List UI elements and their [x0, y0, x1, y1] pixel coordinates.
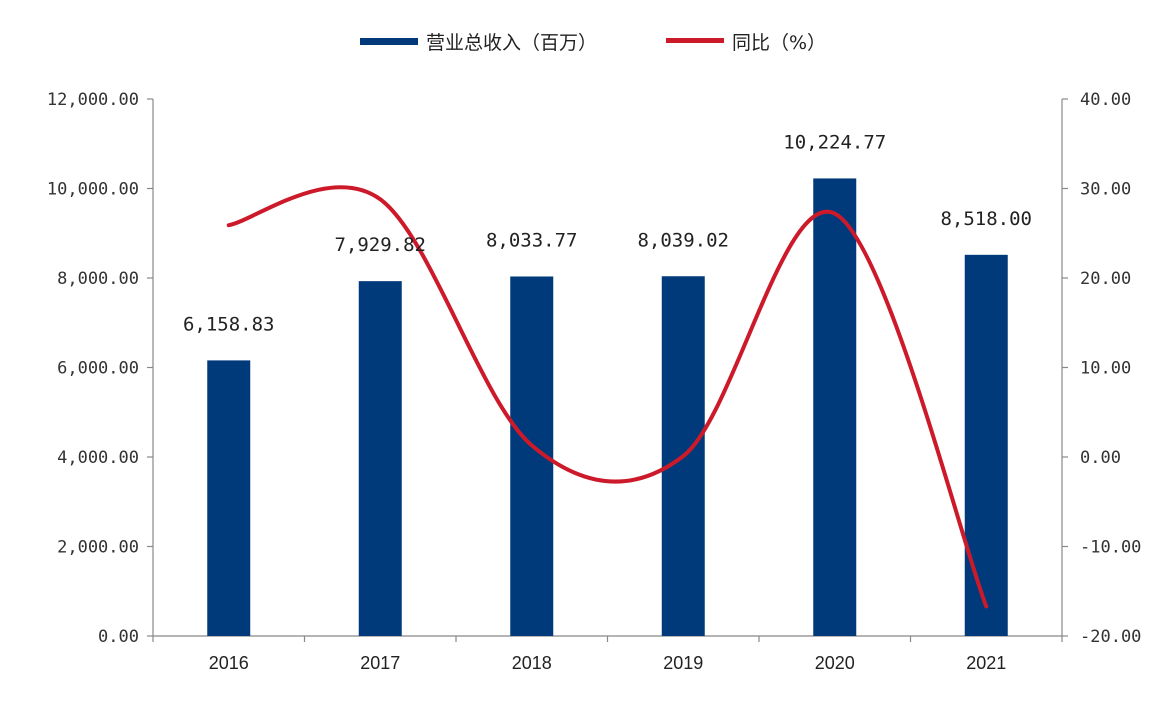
bar-value-label: 8,518.00	[940, 208, 1032, 230]
data-labels: 6,158.83 7,929.82 8,033.77 8,039.02 10,224.7…	[183, 131, 1032, 335]
bar-value-label: 8,033.77	[486, 229, 578, 251]
legend-swatch-revenue	[360, 38, 418, 45]
legend-label-yoy: 同比（%）	[732, 32, 826, 54]
x-tick-label: 2017	[360, 653, 400, 673]
yoy-line	[226, 185, 989, 609]
left-tick-label: 8,000.00	[57, 269, 139, 289]
right-tick-label: 10.00	[1080, 359, 1131, 379]
bar	[964, 254, 1008, 636]
right-tick-label: -10.00	[1080, 538, 1141, 558]
bar-value-label: 7,929.82	[334, 234, 426, 256]
x-tick-label: 2020	[815, 653, 855, 673]
x-tick-label: 2016	[209, 653, 249, 673]
right-tick-label: 20.00	[1080, 269, 1131, 289]
bar-value-label: 8,039.02	[637, 229, 729, 251]
left-tick-label: 4,000.00	[57, 448, 139, 468]
legend: 营业总收入（百万） 同比（%）	[360, 32, 826, 54]
left-tick-label: 6,000.00	[57, 359, 139, 379]
left-tick-label: 0.00	[98, 627, 139, 647]
x-tick-label: 2018	[512, 653, 552, 673]
axes: 0.00 2,000.00 4,000.00 6,000.00 8,000.00 10,0…	[47, 90, 1142, 673]
bar-value-label: 6,158.83	[183, 313, 275, 335]
bar-value-label: 10,224.77	[783, 131, 886, 153]
left-tick-label: 10,000.00	[47, 180, 139, 200]
x-tick-label: 2021	[966, 653, 1006, 673]
right-tick-label: 0.00	[1080, 448, 1121, 468]
right-tick-label: -20.00	[1080, 627, 1141, 647]
bar	[358, 281, 402, 636]
legend-label-revenue: 营业总收入（百万）	[426, 32, 597, 54]
bars	[207, 178, 1008, 637]
right-tick-label: 30.00	[1080, 180, 1131, 200]
x-tick-label: 2019	[663, 653, 703, 673]
left-tick-label: 2,000.00	[57, 538, 139, 558]
right-tick-label: 40.00	[1080, 90, 1131, 110]
bar	[813, 178, 857, 637]
legend-swatch-yoy	[666, 38, 724, 43]
left-tick-label: 12,000.00	[47, 90, 139, 110]
bar	[207, 360, 251, 636]
